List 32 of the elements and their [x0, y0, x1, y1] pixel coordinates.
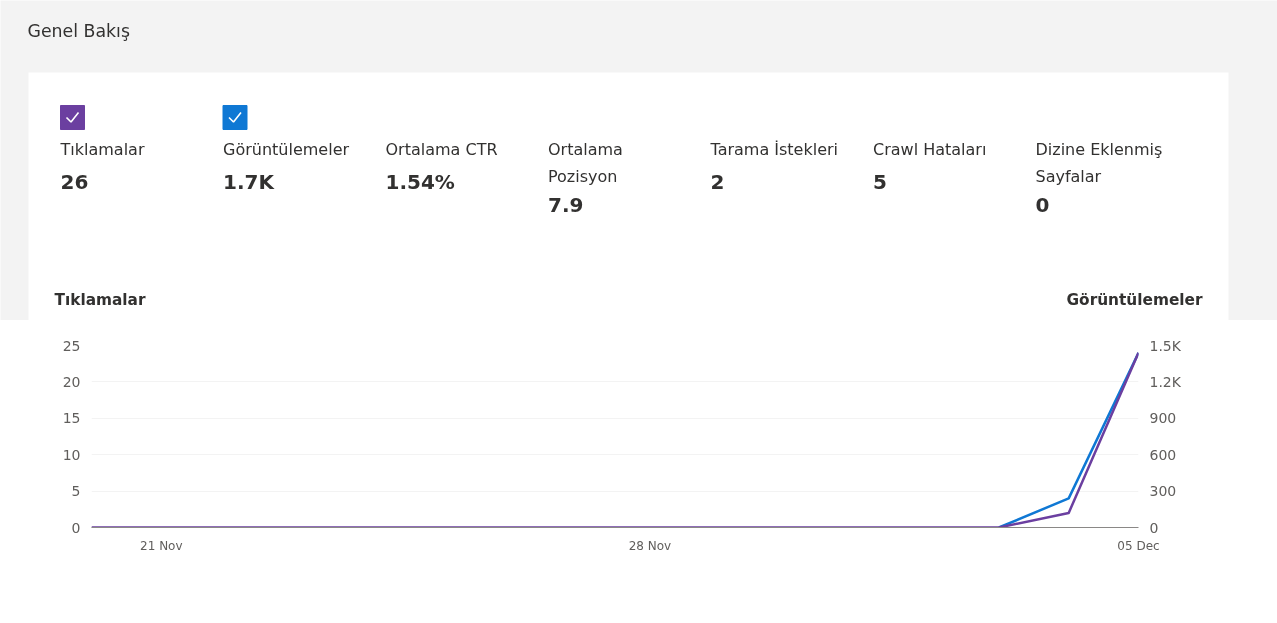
y2-tick-label: 1.5K [1149, 337, 1182, 354]
x-tick-label: 05 Dec [1117, 538, 1160, 553]
x-tick-label: 21 Nov [140, 538, 183, 553]
y-tick-label: 15 [62, 410, 81, 427]
category-label: Dizine Eklenmiş Sayfalar [1035, 139, 1163, 187]
text: 1.54% [385, 169, 455, 194]
text: 26 [60, 169, 89, 194]
x-tick-label: 28 Nov [628, 538, 672, 553]
y-tick-label: 25 [62, 337, 81, 354]
category-label: Ortalama CTR [385, 139, 498, 159]
text: 2 [710, 169, 725, 194]
text: 5 [873, 169, 887, 194]
y2-tick-label: 300 [1149, 483, 1177, 500]
category-label: Tarama İstekleri [709, 139, 839, 159]
text: 0 [1035, 192, 1050, 217]
y2-tick-label: 1.2K [1149, 373, 1182, 390]
category-label: Ortalama Pozisyon [548, 139, 623, 187]
y-axis-title: Tıklamalar [54, 290, 146, 309]
category-label: Crawl Hataları [873, 139, 987, 159]
y-tick-label: 0 [71, 519, 81, 536]
y2-tick-label: 600 [1149, 446, 1177, 463]
y2-axis-title: Görüntülemeler [1066, 290, 1203, 309]
legend-label: Tıklamalar [59, 139, 145, 159]
y-tick-label: 10 [62, 446, 81, 463]
text: Genel Bakış [27, 20, 130, 41]
text: 1.7K [223, 169, 274, 194]
y2-tick-label: 900 [1149, 410, 1177, 427]
y2-tick-label: 0 [1149, 519, 1159, 536]
text: 7.9 [548, 192, 584, 217]
legend-label: Görüntülemeler [223, 139, 350, 159]
y-tick-label: 20 [62, 373, 81, 390]
y-tick-label: 5 [71, 483, 81, 500]
